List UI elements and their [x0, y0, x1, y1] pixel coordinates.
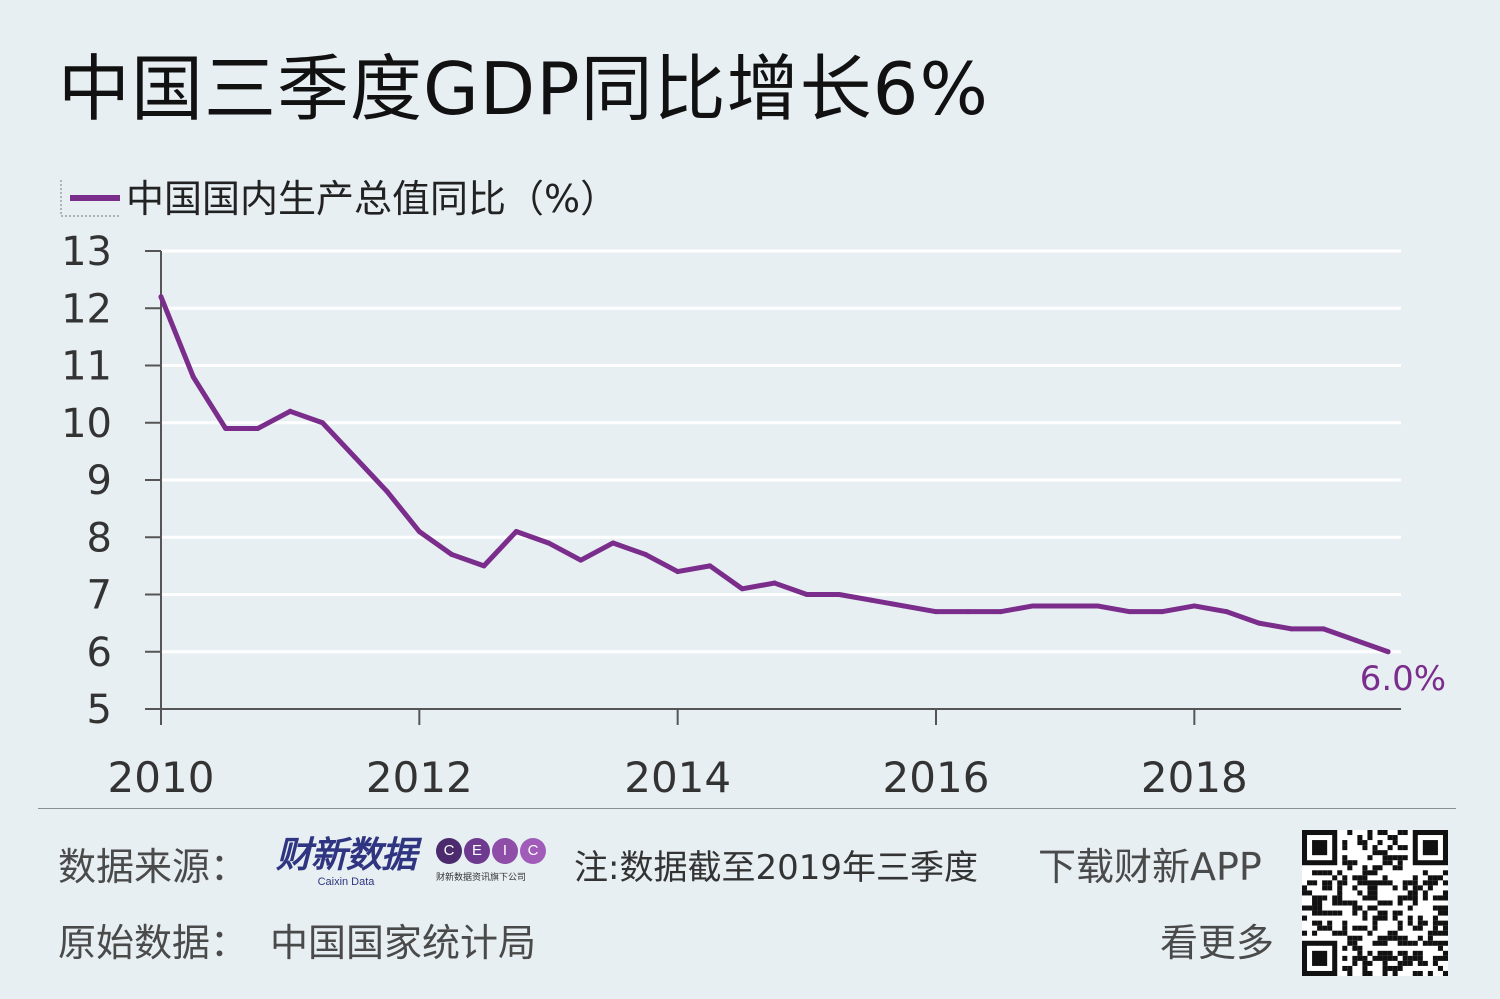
data-point-11 — [513, 529, 519, 535]
data-point-31 — [1159, 609, 1165, 615]
data-point-30 — [1127, 609, 1133, 615]
data-point-24 — [933, 609, 939, 615]
data-point-13 — [578, 557, 584, 563]
y-tick-label-12: 12 — [61, 286, 112, 332]
data-point-26 — [998, 609, 1004, 615]
data-point-16 — [675, 569, 681, 575]
y-tick-label-8: 8 — [87, 515, 112, 561]
data-point-20 — [804, 592, 810, 597]
download-app-text: 下载财新APP — [1038, 845, 1262, 889]
data-point-38 — [1385, 649, 1391, 655]
data-point-8 — [416, 529, 422, 535]
data-point-10 — [481, 563, 487, 569]
ceic-letter-0: C — [436, 838, 462, 864]
ceic-letter-2: I — [492, 838, 518, 864]
line-chart-svg: 5 6 7 8 9 10 11 12 13 2010 2012 2014 2016 2018 中国国内生产总… — [60, 177, 1446, 802]
data-point-4 — [287, 408, 293, 414]
y-tick-label-9: 9 — [87, 458, 112, 504]
data-point-28 — [1062, 603, 1068, 609]
y-tick-label-5: 5 — [87, 687, 112, 733]
ceic-letter-1: E — [464, 838, 490, 864]
legend-label: 中国国内生产总值同比（%） — [126, 177, 618, 221]
see-more-text: 看更多 — [1160, 921, 1275, 965]
data-point-1 — [190, 374, 196, 380]
y-tick-label-6: 6 — [87, 630, 112, 676]
data-point-32 — [1191, 603, 1197, 609]
x-tick-label-2010: 2010 — [108, 753, 215, 802]
x-tick-label-2016: 2016 — [883, 753, 990, 802]
data-point-14 — [610, 540, 616, 546]
data-point-18 — [739, 586, 745, 592]
data-point-37 — [1353, 637, 1359, 643]
caixin-logo-text: 财新数据 — [276, 835, 417, 876]
data-point-21 — [836, 592, 842, 597]
y-tick-label-10: 10 — [61, 401, 112, 447]
data-note: 注:数据截至2019年三季度 — [574, 848, 978, 888]
data-point-22 — [868, 597, 874, 603]
data-point-33 — [1224, 609, 1230, 615]
data-point-9 — [449, 551, 455, 557]
y-tick-label-13: 13 — [61, 229, 112, 275]
y-tick-label-11: 11 — [61, 344, 112, 390]
data-point-25 — [965, 609, 971, 615]
data-point-19 — [772, 580, 778, 586]
x-tick-label-2014: 2014 — [624, 753, 731, 802]
data-point-36 — [1321, 626, 1326, 632]
data-point-6 — [352, 454, 358, 460]
data-point-0 — [158, 294, 164, 300]
chart-title: 中国三季度GDP同比增长6% — [58, 47, 989, 131]
data-point-5 — [319, 420, 325, 426]
ceic-letter-3: C — [520, 838, 546, 864]
origin-source: 中国国家统计局 — [270, 921, 537, 965]
caixin-data-logo: 财新数据 Caixin Data — [276, 836, 422, 892]
data-point-7 — [384, 488, 390, 494]
data-point-35 — [1288, 626, 1294, 632]
data-point-15 — [642, 551, 648, 557]
source-label: 数据来源： — [58, 845, 249, 889]
line-chart: 5 6 7 8 9 10 11 12 13 2010 2012 2014 2016 2018 中国国内生产总… — [60, 177, 1446, 802]
data-point-3 — [255, 425, 261, 431]
footer-divider — [38, 808, 1456, 809]
caixin-logo-subtext: Caixin Data — [317, 876, 375, 888]
qr-code-icon[interactable] — [1302, 830, 1448, 976]
ceic-logo-subtext: 财新数据资讯旗下公司 — [436, 873, 527, 883]
data-point-12 — [546, 540, 551, 546]
gdp-series-line — [158, 294, 1391, 655]
data-point-34 — [1256, 620, 1262, 626]
x-tick-label-2018: 2018 — [1141, 753, 1248, 802]
y-tick-label-7: 7 — [87, 573, 112, 619]
x-tick-label-2012: 2012 — [366, 753, 473, 802]
data-point-23 — [901, 603, 907, 609]
data-point-2 — [223, 425, 229, 431]
origin-label: 原始数据： — [58, 921, 249, 965]
data-point-27 — [1030, 603, 1036, 609]
last-value-label: 6.0% — [1360, 659, 1446, 699]
data-point-29 — [1094, 603, 1100, 609]
data-point-17 — [707, 563, 713, 569]
